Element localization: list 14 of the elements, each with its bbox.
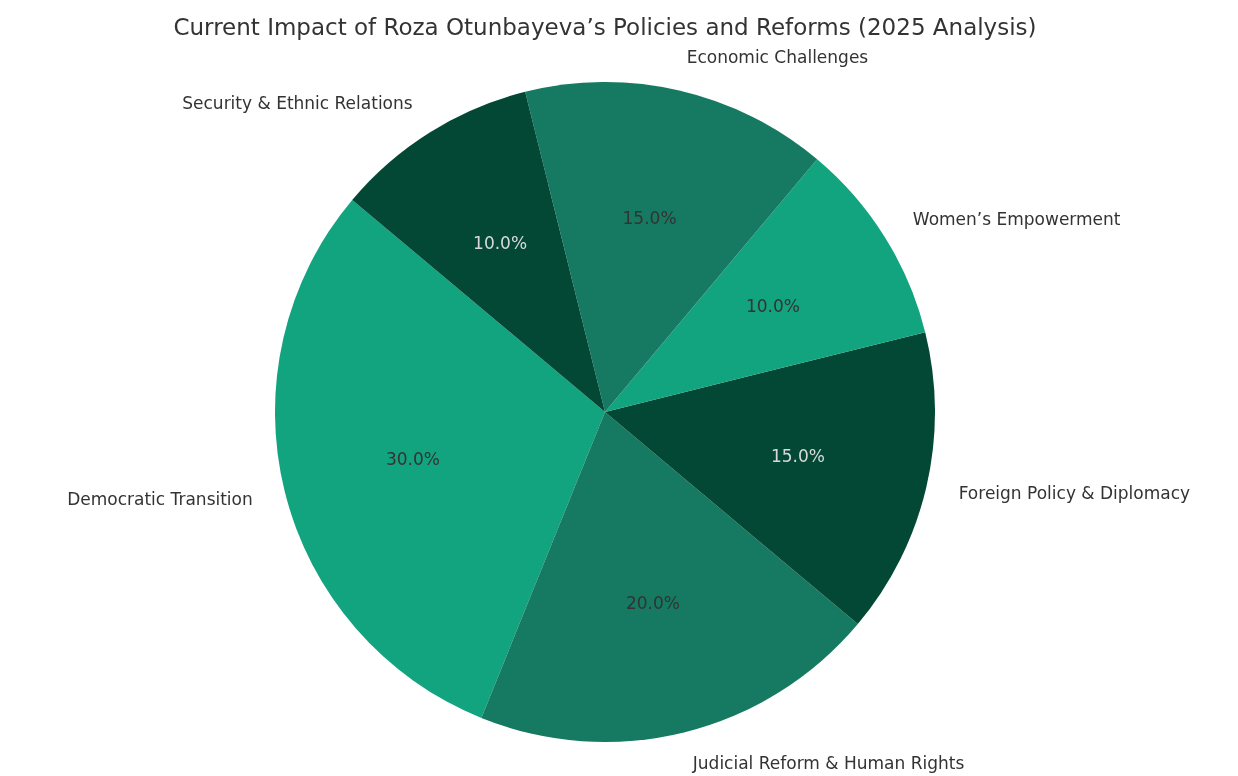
data-label: 30.0% <box>385 448 440 469</box>
slice-label: Judicial Reform & Human Rights <box>691 753 965 774</box>
slice-label: Economic Challenges <box>686 47 869 68</box>
slice-label: Democratic Transition <box>67 488 253 509</box>
slice-label: Foreign Policy & Diplomacy <box>958 482 1191 503</box>
pie-slice <box>605 332 935 625</box>
slice-label: Women’s Empowerment <box>912 208 1121 229</box>
data-label: 15.0% <box>770 445 825 466</box>
data-label: 20.0% <box>625 593 680 614</box>
slice-label: Security & Ethnic Relations <box>182 93 413 114</box>
data-label: 10.0% <box>473 233 528 254</box>
data-label: 15.0% <box>622 208 677 229</box>
data-label: 10.0% <box>745 296 800 317</box>
chart-title: Current Impact of Roza Otunbayeva’s Policies and Reforms (2025 Analysis) <box>173 14 1037 40</box>
